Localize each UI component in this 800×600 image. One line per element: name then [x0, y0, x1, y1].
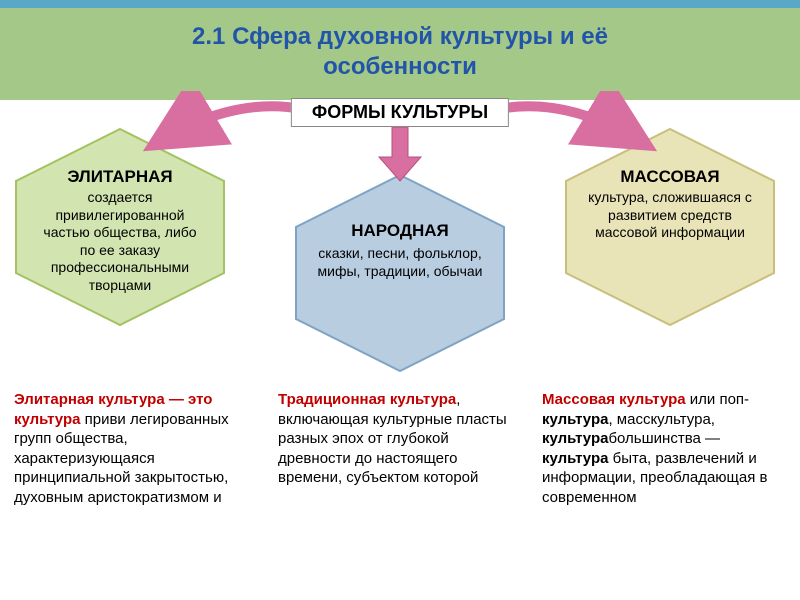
col-right-lead1: Массовая культура — [542, 391, 686, 408]
title-line-1: 2.1 Сфера духовной культуры и её — [192, 23, 608, 50]
hex-mid-body: сказки, песни, фольклор, мифы, традиции,… — [314, 245, 486, 280]
hex-left-body: создается привилегированной частью общес… — [34, 189, 206, 294]
hex-right-body: культура, сложившаяся с развитием средст… — [584, 189, 756, 242]
col-right-mid3: большинства — — [608, 430, 720, 447]
col-mass: Массовая культура или поп-культура, масс… — [542, 390, 786, 507]
col-mid-lead: Традиционная культура — [278, 391, 456, 408]
col-right-bold3: культура — [542, 430, 608, 447]
page-title: 2.1 Сфера духовной культуры и её особенн… — [10, 22, 790, 82]
hex-mid-title: НАРОДНАЯ — [290, 221, 510, 241]
col-elitist: Элитарная культура — это культура приви … — [14, 390, 258, 507]
col-right-mid1: или поп- — [686, 391, 749, 408]
col-right-mid2: , масскультура, — [608, 411, 715, 428]
hex-left-title: ЭЛИТАРНАЯ — [10, 167, 230, 187]
arrow-down-icon — [375, 127, 425, 183]
title-line-2: особенности — [323, 53, 477, 80]
col-right-bold2: культура — [542, 411, 608, 428]
diagram-area: ЭЛИТАРНАЯ создается привилегированной ча… — [0, 85, 800, 415]
footer-columns: Элитарная культура — это культура приви … — [0, 390, 800, 507]
hex-folk: НАРОДНАЯ сказки, песни, фольклор, мифы, … — [290, 173, 510, 373]
col-traditional: Традиционная культура, включающая культу… — [278, 390, 522, 507]
hex-right-title: МАССОВАЯ — [560, 167, 780, 187]
col-right-bold4: культура — [542, 450, 608, 467]
top-accent-bar — [0, 0, 800, 8]
forms-label-box: ФОРМЫ КУЛЬТУРЫ — [291, 98, 509, 127]
